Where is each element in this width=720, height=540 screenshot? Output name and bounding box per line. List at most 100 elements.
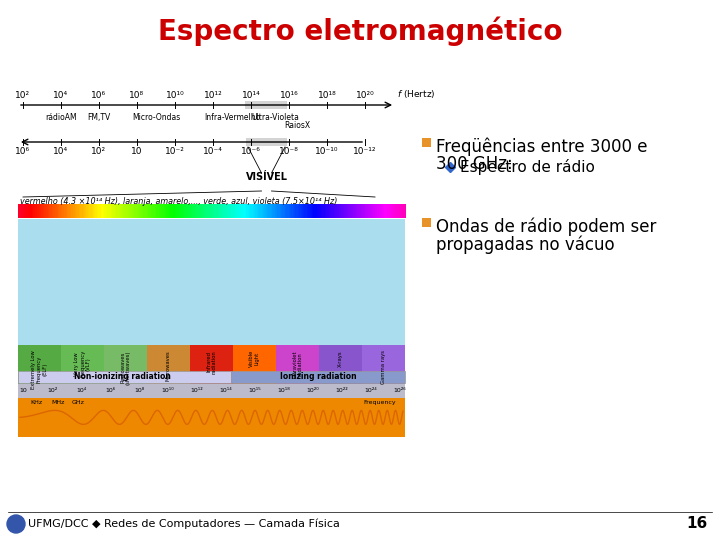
Bar: [111, 204, 112, 218]
Text: 10: 10: [19, 388, 27, 393]
Bar: [31, 204, 32, 218]
Bar: [248, 204, 249, 218]
Bar: [275, 204, 276, 218]
Bar: [287, 204, 288, 218]
Bar: [57, 204, 58, 218]
Bar: [338, 204, 340, 218]
Bar: [137, 204, 138, 218]
Bar: [23, 204, 25, 218]
Bar: [138, 204, 140, 218]
Bar: [80, 204, 81, 218]
Bar: [245, 204, 247, 218]
Bar: [241, 204, 243, 218]
Bar: [279, 204, 280, 218]
Bar: [176, 204, 177, 218]
Bar: [101, 204, 102, 218]
Bar: [387, 204, 389, 218]
Text: 10⁻⁶: 10⁻⁶: [241, 147, 261, 156]
Text: Espectro eletromagnético: Espectro eletromagnético: [158, 17, 562, 46]
Bar: [368, 204, 369, 218]
Bar: [122, 204, 125, 218]
Bar: [70, 204, 71, 218]
Bar: [374, 204, 376, 218]
Text: 10²: 10²: [15, 91, 30, 100]
Bar: [235, 204, 236, 218]
Bar: [147, 204, 149, 218]
Text: 10²: 10²: [47, 388, 57, 393]
Bar: [246, 204, 248, 218]
Bar: [422, 138, 431, 147]
Bar: [379, 204, 381, 218]
Bar: [184, 204, 186, 218]
Bar: [253, 204, 255, 218]
Bar: [201, 204, 203, 218]
Text: UFMG/DCC ◆ Redes de Computadores — Camada Física: UFMG/DCC ◆ Redes de Computadores — Camad…: [28, 519, 340, 529]
Bar: [386, 204, 387, 218]
Bar: [124, 204, 125, 218]
Bar: [194, 204, 195, 218]
Bar: [261, 204, 262, 218]
Bar: [178, 204, 180, 218]
Bar: [145, 204, 148, 218]
Bar: [91, 204, 94, 218]
Bar: [65, 204, 66, 218]
Bar: [325, 204, 327, 218]
Bar: [245, 101, 287, 109]
Bar: [165, 204, 167, 218]
Bar: [66, 204, 68, 218]
Bar: [326, 204, 328, 218]
Bar: [354, 204, 355, 218]
Bar: [258, 204, 260, 218]
Bar: [155, 204, 156, 218]
Bar: [49, 204, 50, 218]
Bar: [89, 204, 91, 218]
Bar: [116, 204, 118, 218]
Text: 10⁻²: 10⁻²: [165, 147, 185, 156]
Bar: [395, 204, 397, 218]
Bar: [163, 204, 164, 218]
Bar: [93, 204, 94, 218]
Bar: [140, 204, 143, 218]
Text: 10²⁰: 10²⁰: [356, 91, 374, 100]
Bar: [399, 204, 400, 218]
Bar: [104, 204, 107, 218]
Bar: [287, 204, 289, 218]
Bar: [189, 204, 190, 218]
Bar: [55, 204, 57, 218]
Bar: [156, 204, 158, 218]
Text: 10²⁶: 10²⁶: [394, 388, 406, 393]
Bar: [222, 204, 224, 218]
Text: 10⁴: 10⁴: [76, 388, 86, 393]
Bar: [114, 204, 115, 218]
Bar: [300, 204, 302, 218]
Bar: [357, 204, 359, 218]
Bar: [272, 204, 274, 218]
Bar: [346, 204, 348, 218]
Bar: [171, 204, 174, 218]
Bar: [77, 204, 79, 218]
Bar: [191, 204, 193, 218]
Bar: [262, 204, 264, 218]
Bar: [400, 204, 402, 218]
Bar: [382, 204, 384, 218]
Bar: [170, 204, 172, 218]
Bar: [48, 204, 50, 218]
Bar: [362, 346, 405, 437]
Bar: [117, 204, 119, 218]
Text: 10⁻⁴: 10⁻⁴: [203, 147, 223, 156]
Bar: [194, 204, 197, 218]
Text: $f$ (Hertz): $f$ (Hertz): [397, 88, 436, 100]
Bar: [71, 204, 73, 218]
Bar: [313, 204, 315, 218]
Bar: [95, 204, 97, 218]
Bar: [53, 204, 55, 218]
Bar: [109, 204, 112, 218]
Bar: [37, 204, 39, 218]
Bar: [24, 204, 26, 218]
Bar: [60, 204, 63, 218]
Bar: [392, 204, 394, 218]
Bar: [277, 204, 279, 218]
Bar: [366, 204, 368, 218]
Bar: [276, 346, 319, 437]
Bar: [160, 204, 162, 218]
